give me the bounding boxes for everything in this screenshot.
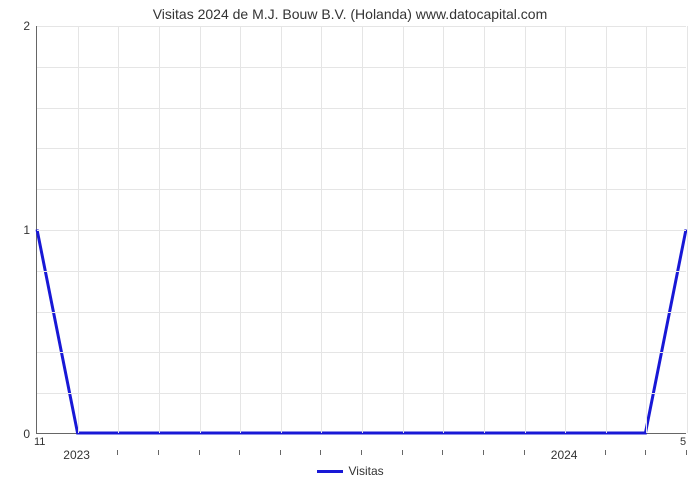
gridline-horizontal	[37, 230, 686, 231]
gridline-vertical	[687, 26, 688, 433]
x-minor-tick	[239, 450, 240, 455]
x-minor-tick	[280, 450, 281, 455]
legend-swatch	[317, 470, 343, 473]
x-minor-tick	[483, 450, 484, 455]
y-tick-label: 2	[10, 19, 30, 33]
gridline-horizontal	[37, 393, 686, 394]
x-minor-tick	[605, 450, 606, 455]
corner-bottom-left: 11	[34, 436, 45, 448]
gridline-horizontal	[37, 189, 686, 190]
x-minor-tick	[524, 450, 525, 455]
gridline-horizontal	[37, 148, 686, 149]
x-tick-label: 2023	[47, 448, 107, 462]
legend: Visitas	[317, 464, 384, 478]
chart-container: Visitas 2024 de M.J. Bouw B.V. (Holanda)…	[0, 0, 700, 500]
x-minor-tick	[402, 450, 403, 455]
y-tick-label: 1	[10, 223, 30, 237]
x-minor-tick	[199, 450, 200, 455]
x-tick-label: 2024	[534, 448, 594, 462]
gridline-horizontal	[37, 312, 686, 313]
x-minor-tick	[361, 450, 362, 455]
gridline-horizontal	[37, 108, 686, 109]
x-minor-tick	[442, 450, 443, 455]
gridline-horizontal	[37, 352, 686, 353]
corner-bottom-right: 5	[680, 436, 686, 448]
x-minor-tick	[117, 450, 118, 455]
gridline-horizontal	[37, 26, 686, 27]
chart-title: Visitas 2024 de M.J. Bouw B.V. (Holanda)…	[0, 6, 700, 22]
x-minor-tick	[320, 450, 321, 455]
gridline-horizontal	[37, 67, 686, 68]
x-minor-tick	[686, 450, 687, 455]
gridline-horizontal	[37, 271, 686, 272]
plot-area	[36, 26, 686, 434]
legend-label: Visitas	[349, 464, 384, 478]
x-minor-tick	[158, 450, 159, 455]
y-tick-label: 0	[10, 427, 30, 441]
x-minor-tick	[645, 450, 646, 455]
